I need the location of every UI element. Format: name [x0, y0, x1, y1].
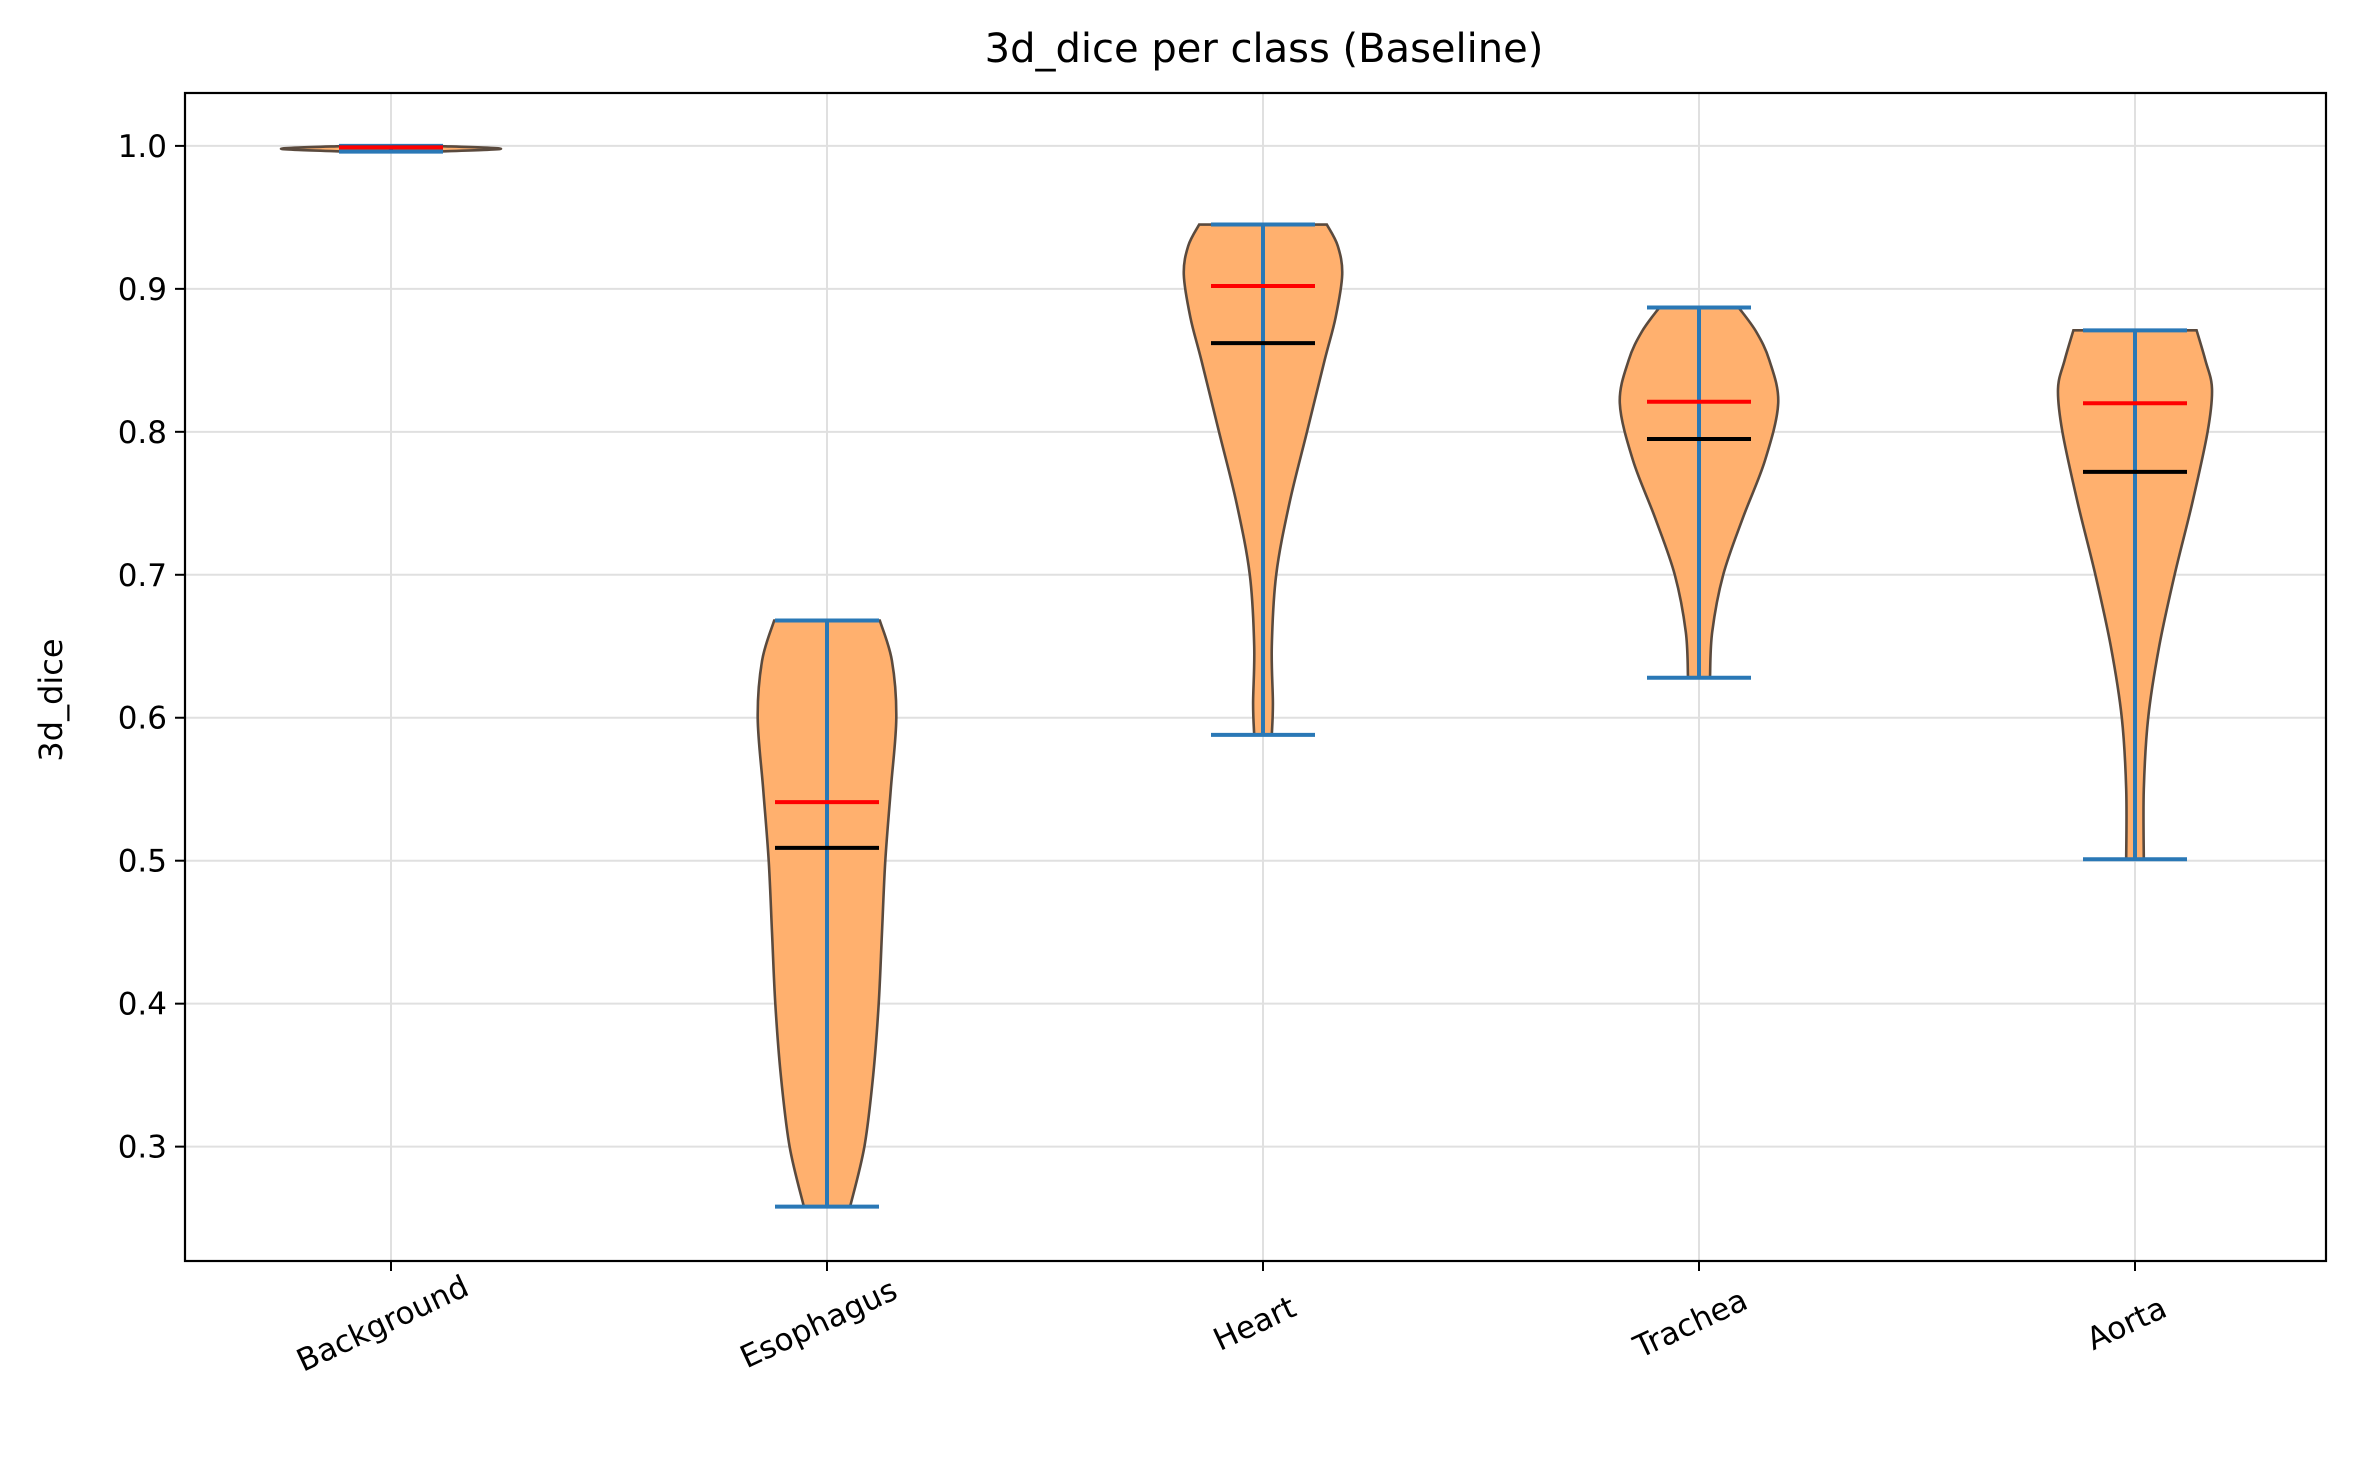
- chart-title: 3d_dice per class (Baseline): [985, 26, 1544, 72]
- y-axis-label: 3d_dice: [32, 638, 70, 761]
- x-tick-label: Aorta: [2081, 1290, 2172, 1358]
- x-tick-label: Background: [291, 1269, 474, 1380]
- tick-layer: 0.3 0.4 0.5 0.6 0.7 0.8 0.9 1.0 Background Esopha…: [118, 129, 2173, 1379]
- x-tick-label: Trachea: [1627, 1282, 1753, 1366]
- plot-frame: [183, 91, 2328, 1263]
- y-tick-label: 0.4: [118, 987, 167, 1023]
- y-tick-label: 0.6: [118, 701, 167, 737]
- y-tick-label: 0.5: [118, 844, 167, 880]
- y-tick-label: 1.0: [118, 129, 167, 165]
- violin-layer: [279, 144, 2214, 1208]
- y-tick-label: 0.3: [118, 1130, 167, 1166]
- stat-layer: [339, 143, 2187, 1209]
- x-tick-label: Esophagus: [735, 1272, 903, 1376]
- y-tick-label: 0.8: [118, 415, 167, 451]
- y-tick-label: 0.9: [118, 272, 167, 308]
- y-tick-label: 0.7: [118, 558, 167, 594]
- x-tick-label: Heart: [1208, 1289, 1301, 1358]
